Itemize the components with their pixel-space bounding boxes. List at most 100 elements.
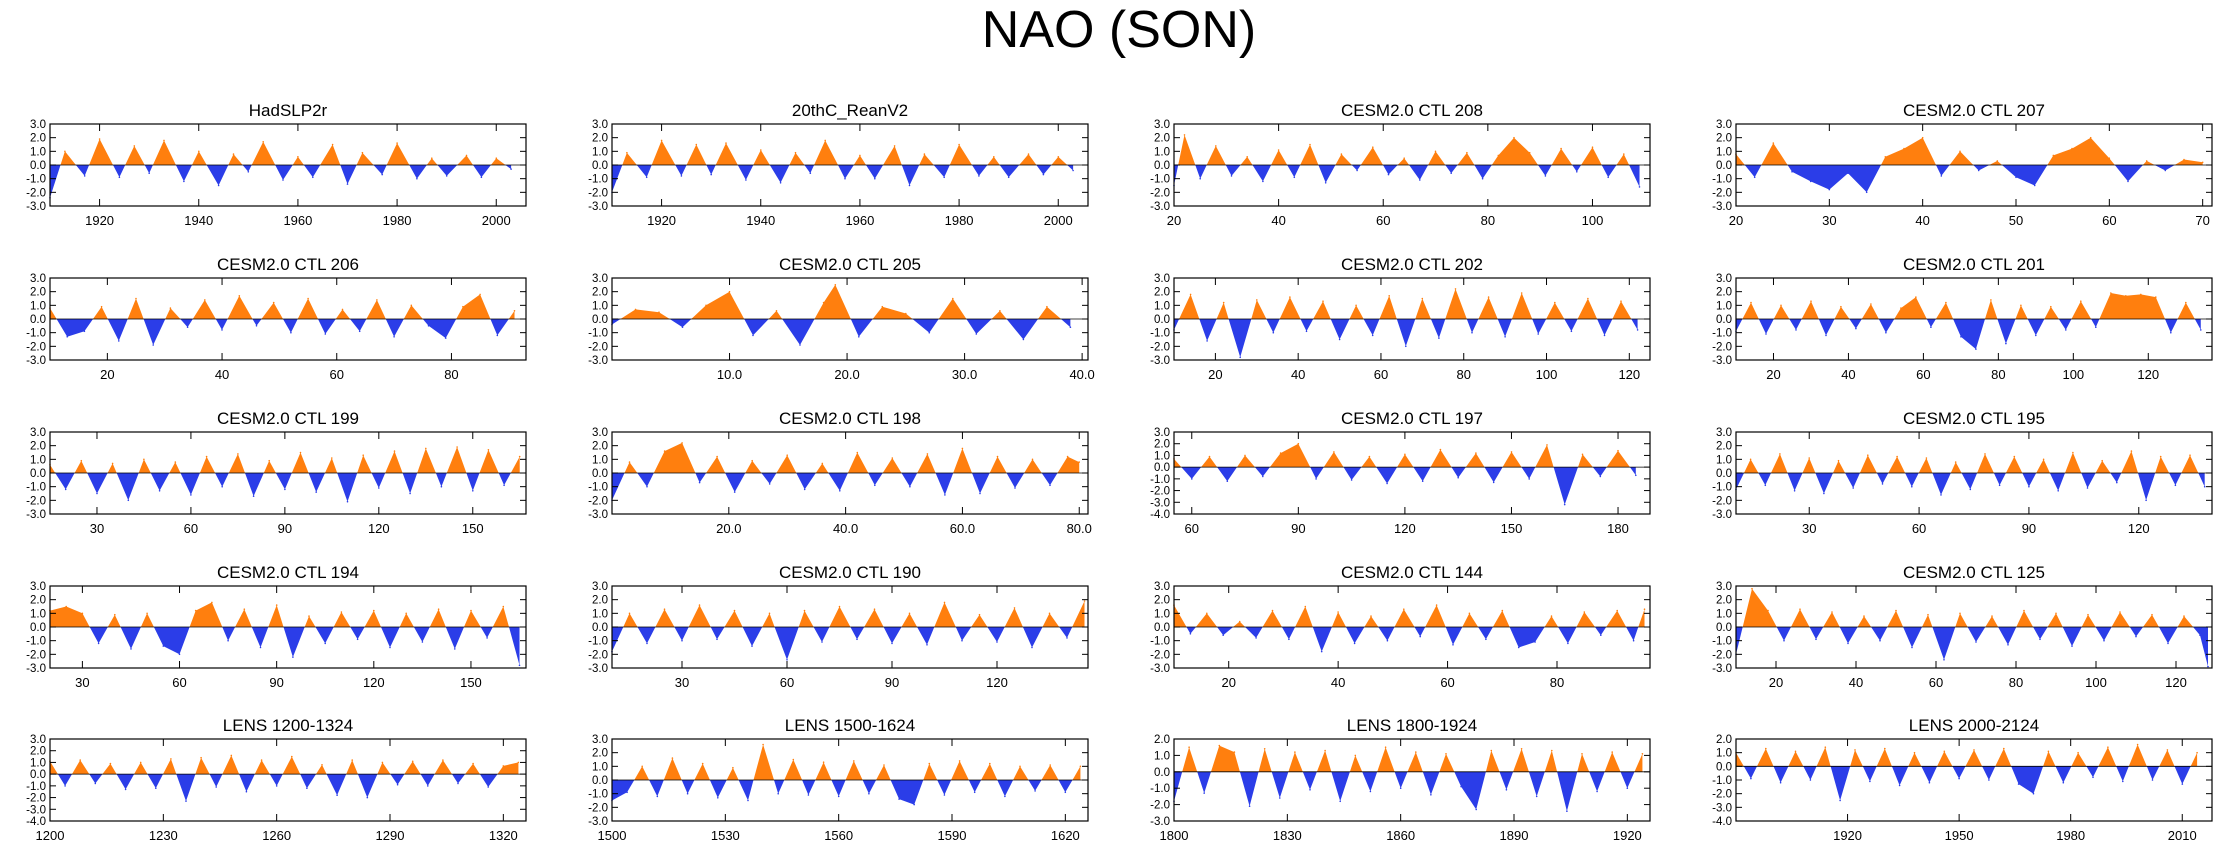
data-point [1356,169,1358,172]
data-point [1404,453,1406,456]
data-point [1554,301,1556,304]
data-point [1353,642,1356,645]
x-tick-label: 20.0 [716,521,741,536]
data-point [1019,765,1021,768]
data-point [1865,191,1868,194]
data-point [2023,609,2025,612]
data-point [456,446,458,448]
data-point [472,490,474,492]
x-tick-label: 30 [675,675,689,690]
data-point [472,762,474,765]
data-point [2080,300,2082,303]
data-point [1998,484,2001,487]
data-point [2035,334,2037,337]
data-point [958,760,961,762]
y-tick-label: 2.0 [1154,595,1170,607]
data-point [1854,749,1856,751]
panel-7: CESM2.0 CTL 201 3.0 2.01.0 0.0 -1.0-2.0 -3.0 2… [1712,255,2213,382]
y-tick-label: 0.0 [1154,767,1170,779]
data-point [868,792,870,795]
data-point [1626,787,1629,789]
y-tick-label: 3.0 [592,581,608,593]
data-point [2062,781,2065,784]
data-point [1305,330,1308,333]
x-tick-label: 1980 [2056,828,2085,843]
x-tick-label: 150 [460,675,482,690]
data-point [297,156,299,158]
data-point [1481,177,1484,180]
data-point [1617,449,1619,452]
x-tick-label: 1560 [824,828,853,843]
data-point [645,176,648,179]
negative-area [612,319,1071,345]
y-tick-label: 3.0 [592,273,608,285]
data-point [762,743,764,746]
y-tick-label: -3.0 [1712,509,1732,521]
x-tick-label: 100 [1536,367,1558,382]
data-point [898,798,900,800]
x-tick-label: 30.0 [952,367,977,382]
data-point [1468,612,1471,615]
data-point [1636,329,1639,331]
data-point [81,612,84,615]
panel-title: CESM2.0 CTL 207 [1903,101,2045,120]
data-point [1596,790,1598,793]
data-point [999,310,1001,312]
data-point [1256,299,1258,301]
data-point [2050,305,2052,308]
y-tick-label: 2.0 [592,595,608,607]
data-point [2185,301,2187,304]
y-tick-label: -2.0 [1712,789,1732,801]
y-tick-label: -3.0 [1150,663,1170,675]
panel-17: LENS 1500-16243.02.01.00.0-1.0-2.0-3.015… [588,716,1089,843]
x-tick-label: 60 [1912,521,1926,536]
panel-1: 20thC_ReanV2 3.0 2.01.0 0.0 -1.0-2.0 -3.0 1920… [588,101,1089,228]
panel-title: CESM2.0 CTL 195 [1903,409,2045,428]
negative-area [1174,467,1636,505]
x-tick-label: 60 [1916,367,1930,382]
data-point [366,796,369,799]
y-tick-label: 2.0 [30,287,46,299]
data-point [1903,147,1905,150]
data-point [1066,637,1068,639]
y-tick-label: 0.0 [592,622,608,634]
data-point [799,344,801,346]
y-tick-label: -1.0 [26,482,46,494]
data-point [130,648,132,650]
data-point [1324,182,1327,184]
data-point [961,639,963,642]
data-point [2047,750,2050,753]
data-point [975,333,978,335]
data-point [905,312,907,315]
data-point [268,459,271,462]
data-point [1635,474,1637,477]
data-point [227,639,229,642]
data-point [1222,634,1224,636]
data-point [83,175,86,177]
data-point [909,485,911,488]
data-point [2201,161,2204,164]
data-point [1309,143,1311,146]
data-point [923,153,926,155]
y-tick-label: -2.0 [588,495,608,507]
data-point [1783,639,1785,642]
data-point [2159,455,2162,458]
data-point [1403,157,1405,159]
data-point [1925,457,1928,459]
data-point [1031,646,1033,649]
data-point [324,333,327,335]
data-point [431,157,433,159]
y-tick-label: -4.0 [26,816,46,828]
data-point [503,484,505,487]
data-point [445,175,448,177]
data-point [2020,304,2022,307]
y-tick-label: -2.0 [1150,486,1170,498]
negative-area [1174,165,1640,187]
data-point [2183,615,2185,617]
data-point [1780,304,1782,307]
data-point [2108,157,2111,159]
data-point [362,454,365,457]
y-tick-label: 3.0 [1716,273,1732,285]
y-tick-label: 1.0 [1154,608,1170,620]
data-point [979,492,981,495]
